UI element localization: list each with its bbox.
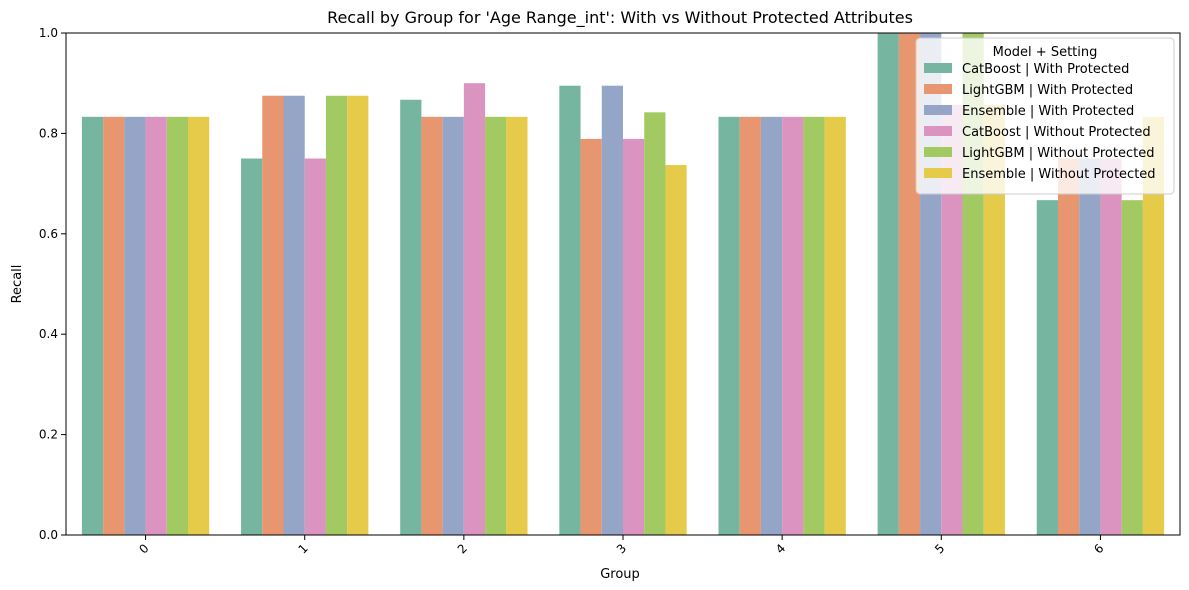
- bar: [442, 116, 464, 535]
- x-tick-label: 3: [614, 541, 629, 556]
- bar: [400, 99, 422, 536]
- bar: [506, 116, 528, 535]
- x-tick-label: 5: [932, 541, 947, 556]
- bar: [760, 116, 783, 535]
- bar: [623, 138, 645, 536]
- bar: [325, 95, 348, 535]
- bar: [145, 116, 167, 535]
- chart-title: Recall by Group for 'Age Range_int': Wit…: [327, 8, 913, 28]
- bar: [241, 158, 263, 535]
- y-tick-label: 0.2: [39, 428, 58, 442]
- y-axis-label: Recall: [10, 265, 25, 304]
- bar: [1100, 158, 1122, 535]
- bar: [718, 116, 740, 535]
- x-tick-label: 0: [136, 541, 151, 556]
- legend-box: [915, 37, 1175, 195]
- bar: [580, 138, 602, 536]
- bar: [1121, 200, 1143, 536]
- bar: [347, 95, 369, 535]
- legend-swatch: [924, 168, 952, 178]
- legend-items: CatBoost | With Protected LightGBM | With…: [924, 62, 1156, 182]
- bar: [262, 95, 284, 535]
- bar: [103, 116, 125, 535]
- x-axis: 0 1 2 3 4 5 6: [136, 535, 1107, 557]
- bar: [877, 33, 899, 535]
- legend-swatch: [924, 126, 952, 136]
- bar: [188, 116, 210, 535]
- bar: [485, 116, 507, 535]
- y-tick-label: 0.0: [39, 528, 58, 542]
- bars-group: [81, 33, 1165, 536]
- bar: [782, 116, 804, 535]
- y-tick-label: 1.0: [39, 26, 58, 40]
- bar: [824, 116, 846, 535]
- x-tick-label: 2: [455, 541, 470, 556]
- legend-label: LightGBM | Without Protected: [962, 146, 1154, 161]
- bar: [1142, 116, 1165, 535]
- bar: [421, 116, 443, 535]
- bar: [1079, 158, 1101, 535]
- legend-label: Ensemble | With Protected: [962, 104, 1134, 119]
- legend-label: Ensemble | Without Protected: [962, 167, 1156, 182]
- y-tick-label: 0.4: [39, 327, 58, 341]
- bar: [601, 85, 623, 536]
- y-tick-label: 0.6: [39, 227, 58, 241]
- legend-swatch: [924, 63, 952, 73]
- bar: [983, 104, 1005, 535]
- y-axis: 0.0 0.2 0.4 0.6 0.8 1.0: [39, 26, 66, 542]
- legend-swatch: [924, 105, 952, 115]
- bar: [803, 116, 825, 535]
- legend-label: CatBoost | Without Protected: [962, 125, 1151, 140]
- legend-label: LightGBM | With Protected: [962, 83, 1133, 98]
- legend-label: CatBoost | With Protected: [962, 62, 1129, 77]
- bar: [559, 85, 581, 536]
- x-tick-label: 1: [296, 541, 311, 556]
- legend-title: Model + Setting: [993, 45, 1098, 60]
- bar: [166, 116, 189, 535]
- bar: [898, 33, 921, 535]
- bar: [739, 116, 761, 535]
- legend: Model + Setting CatBoost | With Protecte…: [915, 37, 1175, 195]
- bar: [665, 165, 687, 535]
- x-axis-label: Group: [600, 567, 640, 582]
- x-tick-label: 6: [1091, 541, 1106, 556]
- y-tick-label: 0.8: [39, 126, 58, 140]
- bar: [1036, 200, 1058, 536]
- bar: [304, 158, 326, 535]
- bar: [283, 95, 305, 535]
- x-tick-label: 4: [773, 541, 788, 556]
- bar: [124, 116, 146, 535]
- legend-swatch: [924, 84, 952, 94]
- bar: [463, 83, 486, 535]
- bar: [81, 116, 104, 535]
- bar: [941, 104, 963, 535]
- legend-swatch: [924, 147, 952, 157]
- bar: [644, 112, 666, 535]
- bar: [1057, 158, 1080, 535]
